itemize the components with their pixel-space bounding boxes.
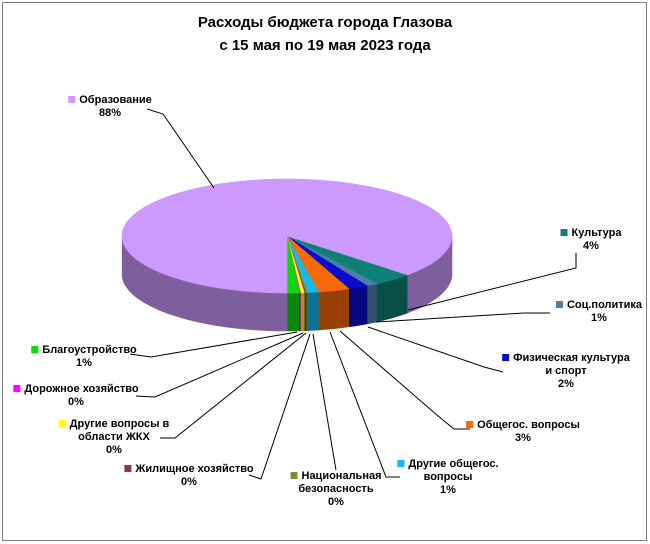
chart-title-line2: с 15 мая по 19 мая 2023 года <box>219 37 431 54</box>
leader-line-drugie-zhkh <box>160 332 307 439</box>
leader-line-zhilishchnoe <box>248 333 311 480</box>
category-label-text: Культура <box>560 227 621 240</box>
legend-key-drugie-zhkh <box>58 420 66 427</box>
category-label-text: вопросы <box>423 471 473 483</box>
category-percent: 2% <box>558 378 574 390</box>
category-label-text: Соц.политика <box>555 299 642 312</box>
category-percent: 1% <box>440 484 456 496</box>
category-label-text: Дорожное хозяйство <box>13 383 139 396</box>
category-label-zhilishchnoe: Жилищное хозяйство 0% <box>124 463 254 489</box>
category-label-nats-bezopasnost: Национальная безопасность 0% <box>290 470 382 509</box>
category-label-blagoustroystvo: Благоустройство 1% <box>31 344 137 370</box>
leader-line-obrazovanie <box>146 108 215 189</box>
legend-key-zhilishchnoe <box>124 465 132 472</box>
legend-key-fizkultura-sport <box>502 354 510 361</box>
category-label-text: Жилищное хозяйство <box>124 463 254 476</box>
legend-key-sots-politika <box>555 301 563 308</box>
category-label-text: безопасность <box>298 483 374 495</box>
leader-line-dorozhnoe <box>135 332 304 398</box>
category-percent: 0% <box>68 396 84 408</box>
category-label-text: Образование <box>68 94 152 107</box>
category-label-dorozhnoe: Дорожное хозяйство 0% <box>13 383 139 409</box>
category-label-kultura: Культура 4% <box>560 227 621 253</box>
category-label-text: Другие общегос. <box>397 458 499 471</box>
category-label-sots-politika: Соц.политика 1% <box>555 299 642 325</box>
category-label-text: Благоустройство <box>31 344 137 357</box>
leader-line-blagoustroystvo <box>129 331 298 358</box>
category-label-obrazovanie: Образование 88% <box>68 94 152 120</box>
pie-slice-kultura <box>286 235 409 285</box>
category-label-fizkultura-sport: Физическая культура и спорт 2% <box>502 352 630 391</box>
legend-key-obshchegos-voprosy <box>466 421 474 428</box>
category-label-text: Общегос. вопросы <box>466 419 580 432</box>
category-label-drugie-zhkh: Другие вопросы в области ЖКХ 0% <box>58 418 169 457</box>
category-label-drugie-obshchegos: Другие общегос. вопросы 1% <box>397 458 499 497</box>
legend-key-drugie-obshchegos <box>397 460 405 467</box>
leader-line-kultura <box>407 253 577 311</box>
category-label-text: области ЖКХ <box>78 431 150 443</box>
chart-title-line1: Расходы бюджета города Глазова <box>197 14 453 31</box>
category-percent: 0% <box>106 444 122 456</box>
leader-line-drugie-obshchegos <box>329 331 400 478</box>
category-label-text: и спорт <box>545 365 587 377</box>
category-label-text: Национальная <box>290 470 382 483</box>
category-percent: 0% <box>328 496 344 508</box>
category-percent: 0% <box>181 476 197 488</box>
pie-slice-obshchegos-voprosy <box>286 235 350 293</box>
leader-line-nats-bezopasnost <box>312 333 337 471</box>
leader-line-sots-politika <box>375 312 550 323</box>
legend-key-blagoustroystvo <box>31 346 39 353</box>
category-percent: 4% <box>583 240 599 252</box>
chart-title: Расходы бюджета города Глазова с 15 мая … <box>0 11 650 57</box>
category-percent: 1% <box>76 357 92 369</box>
category-label-obshchegos-voprosy: Общегос. вопросы 3% <box>466 419 580 445</box>
legend-key-dorozhnoe <box>13 385 21 392</box>
category-percent: 3% <box>515 432 531 444</box>
category-label-text: Физическая культура <box>502 352 630 365</box>
category-label-text: Другие вопросы в <box>58 418 169 431</box>
category-percent: 1% <box>591 312 607 324</box>
category-percent: 88% <box>98 107 122 119</box>
leader-line-obshchegos-voprosy <box>339 330 470 430</box>
pie-slice-obrazovanie <box>121 178 453 294</box>
legend-key-kultura <box>560 229 568 236</box>
legend-key-nats-bezopasnost <box>290 472 298 479</box>
leader-line-fizkultura-sport <box>367 326 504 373</box>
legend-key-obrazovanie <box>68 96 76 103</box>
